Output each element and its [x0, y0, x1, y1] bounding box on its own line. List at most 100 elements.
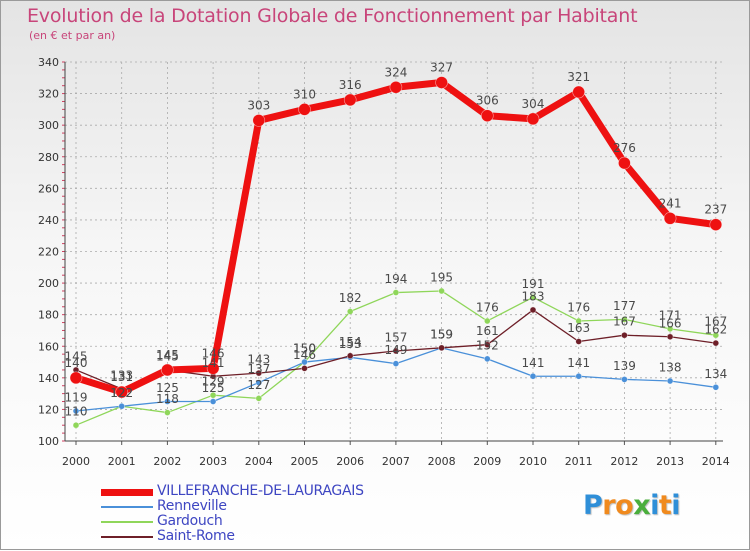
- data-label-gardouch: 177: [613, 299, 636, 313]
- y-tick-label: 160: [38, 340, 59, 353]
- data-point-renneville: [621, 376, 628, 383]
- data-label-villefranche: 321: [567, 70, 590, 84]
- data-label-villefranche: 146: [202, 346, 225, 360]
- x-tick-label: 2010: [519, 455, 547, 468]
- data-point-villefranche: [206, 362, 220, 375]
- data-label-renneville: 125: [156, 381, 179, 395]
- legend-swatch-renneville: [101, 506, 153, 508]
- data-point-gardouch: [209, 391, 217, 399]
- legend-swatch-gardouch: [101, 521, 153, 523]
- x-tick-label: 2012: [610, 455, 638, 468]
- data-label-renneville: 125: [202, 381, 225, 395]
- data-label-gardouch: 176: [567, 300, 590, 314]
- data-point-villefranche: [663, 212, 677, 225]
- x-tick-label: 2013: [656, 455, 684, 468]
- data-label-saint-rome: 162: [704, 323, 727, 337]
- data-point-villefranche: [709, 218, 723, 231]
- data-label-villefranche: 306: [476, 94, 499, 108]
- x-tick-label: 2001: [108, 455, 136, 468]
- data-point-gardouch: [72, 421, 80, 429]
- data-label-renneville: 150: [293, 342, 316, 356]
- data-point-gardouch: [621, 316, 628, 323]
- data-label-villefranche: 241: [659, 196, 682, 210]
- data-label-gardouch: 176: [476, 300, 499, 314]
- data-point-saint-rome: [301, 365, 308, 372]
- logo-letter: P: [583, 490, 603, 521]
- data-label-renneville: 141: [567, 356, 590, 370]
- data-point-gardouch: [483, 317, 491, 325]
- data-point-saint-rome: [346, 352, 354, 360]
- x-tick-label: 2007: [382, 455, 410, 468]
- data-label-renneville: 119: [65, 390, 88, 404]
- data-label-saint-rome: 154: [339, 335, 362, 349]
- data-point-renneville: [209, 398, 217, 405]
- data-label-saint-rome: 157: [384, 330, 407, 344]
- chart-title: Evolution de la Dotation Globale de Fonc…: [27, 5, 638, 27]
- chart-subtitle: (en € et par an): [29, 29, 116, 42]
- data-label-gardouch: 191: [522, 277, 545, 291]
- data-label-villefranche: 145: [156, 348, 179, 362]
- data-point-villefranche: [298, 103, 311, 116]
- logo-letter: r: [602, 490, 616, 521]
- data-label-layer: 110 122 118 129 127 150 182 194 195 176 191 176 177 1…: [65, 61, 728, 419]
- data-point-saint-rome: [621, 331, 628, 339]
- data-label-villefranche: 303: [247, 98, 270, 112]
- data-label-gardouch: 110: [65, 405, 88, 419]
- axis-layer: 100 120 140 160 180 200 220 240 260 280 300 320 340 2…: [38, 56, 730, 468]
- data-point-villefranche: [343, 93, 357, 107]
- data-point-saint-rome: [255, 369, 263, 377]
- data-label-renneville: 159: [430, 327, 453, 341]
- data-label-gardouch: 167: [704, 315, 727, 329]
- data-point-gardouch: [529, 293, 537, 301]
- data-point-renneville: [483, 355, 491, 363]
- logo-letter: o: [615, 490, 634, 521]
- data-point-villefranche: [389, 80, 403, 94]
- data-point-gardouch: [712, 331, 720, 339]
- data-point-villefranche: [435, 76, 448, 89]
- data-point-renneville: [255, 379, 263, 386]
- proxiti-logo: Proxiti: [583, 490, 681, 521]
- data-point-gardouch: [575, 317, 583, 325]
- data-point-villefranche: [252, 114, 266, 127]
- data-label-villefranche: 327: [430, 61, 453, 75]
- data-label-renneville: 134: [704, 367, 727, 381]
- data-label-saint-rome: 143: [247, 353, 270, 367]
- data-label-renneville: 137: [247, 362, 270, 376]
- data-label-gardouch: 122: [110, 386, 133, 400]
- x-tick-label: 2004: [245, 455, 273, 468]
- data-label-saint-rome: 146: [293, 348, 316, 362]
- data-point-gardouch: [255, 395, 263, 402]
- data-point-saint-rome: [392, 347, 400, 355]
- legend-label-gardouch: Gardouch: [157, 513, 223, 529]
- data-point-renneville: [666, 377, 674, 385]
- data-label-gardouch: 118: [156, 392, 179, 406]
- data-point-saint-rome: [529, 306, 537, 314]
- y-tick-label: 180: [38, 309, 59, 322]
- x-tick-label: 2011: [565, 455, 593, 468]
- data-point-gardouch: [666, 325, 674, 333]
- x-tick-label: 2005: [291, 455, 319, 468]
- data-point-villefranche: [161, 363, 174, 377]
- logo-letter: t: [658, 490, 672, 521]
- data-label-villefranche: 324: [384, 65, 407, 79]
- data-label-saint-rome: 159: [430, 327, 453, 341]
- data-point-saint-rome: [438, 344, 445, 352]
- y-tick-label: 100: [38, 435, 59, 448]
- data-label-gardouch: 182: [339, 291, 362, 305]
- data-point-saint-rome: [575, 338, 583, 345]
- x-tick-label: 2008: [428, 455, 456, 468]
- y-tick-label: 300: [38, 119, 59, 132]
- data-label-saint-rome: 145: [65, 349, 88, 363]
- data-point-villefranche: [526, 112, 540, 126]
- y-tick-label: 260: [38, 182, 59, 195]
- x-tick-label: 2014: [702, 455, 730, 468]
- data-point-renneville: [72, 407, 80, 415]
- legend-swatch-villefranche: [101, 488, 153, 496]
- legend-label-villefranche: VILLEFRANCHE-DE-LAURAGAIS: [157, 483, 364, 499]
- data-label-villefranche: 310: [293, 87, 316, 101]
- y-tick-label: 200: [38, 277, 59, 290]
- logo-letter: x: [633, 490, 651, 521]
- data-label-villefranche: 304: [522, 97, 545, 111]
